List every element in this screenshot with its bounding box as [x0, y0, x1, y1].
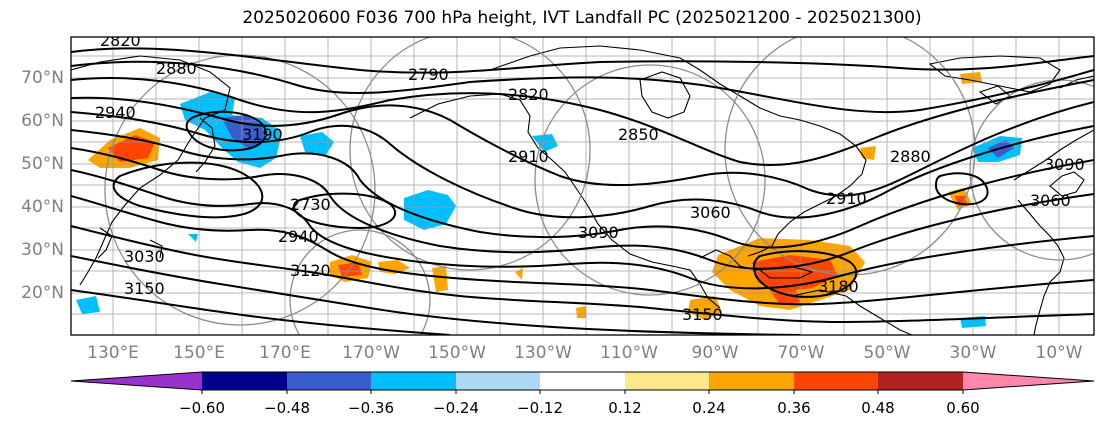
lon-label-70w: 70°W — [777, 343, 825, 363]
lon-label-10w: 10°W — [1035, 343, 1083, 363]
colorbar-tick-label: 0.48 — [861, 399, 895, 417]
contour-label: 2910 — [508, 147, 549, 166]
contour-label: 2730 — [290, 195, 331, 214]
lat-label-30n: 30°N — [21, 240, 64, 260]
lon-label-130w: 130°W — [514, 343, 572, 363]
colorbar — [70, 371, 1095, 394]
colorbar-swatch — [540, 372, 625, 390]
lon-label-30w: 30°W — [949, 343, 997, 363]
colorbar-tick-label: 0.12 — [608, 399, 642, 417]
lat-label-60n: 60°N — [21, 111, 64, 131]
lon-label-170w: 170°W — [342, 343, 400, 363]
lon-label-110w: 110°W — [600, 343, 658, 363]
colorbar-swatch — [71, 372, 202, 390]
contour-label: 3120 — [290, 261, 331, 280]
lon-label-50w: 50°W — [863, 343, 911, 363]
contour-label: 2880 — [890, 147, 931, 166]
colorbar-tick-label: 0.24 — [692, 399, 726, 417]
colorbar-swatch — [371, 372, 456, 390]
colorbar-tick-label: −0.12 — [517, 399, 563, 417]
contour-label: 2940 — [278, 227, 319, 246]
negative-anomaly-shading — [76, 92, 1022, 328]
colorbar-tick-label: 0.60 — [946, 399, 980, 417]
lat-label-40n: 40°N — [21, 197, 64, 217]
map-title: 2025020600 F036 700 hPa height, IVT Land… — [242, 8, 922, 28]
lat-label-70n: 70°N — [21, 68, 64, 88]
contour-label: 3150 — [124, 279, 165, 298]
colorbar-swatch — [709, 372, 794, 390]
map-area: 2820 2880 2940 3190 2730 2940 3030 3120 … — [71, 31, 1094, 335]
lon-label-170e: 170°E — [259, 343, 311, 363]
colorbar-tick-label: −0.36 — [348, 399, 394, 417]
contour-label: 3090 — [1044, 155, 1085, 174]
contour-label: 3150 — [682, 305, 723, 324]
lon-label-150e: 150°E — [173, 343, 225, 363]
lat-label-50n: 50°N — [21, 154, 64, 174]
contour-label: 2850 — [618, 125, 659, 144]
contour-label: 3190 — [242, 125, 283, 144]
colorbar-swatch — [202, 372, 287, 390]
lon-label-90w: 90°W — [691, 343, 739, 363]
contour-label: 2880 — [156, 59, 197, 78]
contour-label: 3060 — [690, 203, 731, 222]
contour-label: 3030 — [124, 247, 165, 266]
colorbar-swatch — [456, 372, 540, 390]
colorbar-tick-label: −0.24 — [433, 399, 479, 417]
colorbar-tick-label: 0.36 — [777, 399, 811, 417]
colorbar-swatch — [794, 372, 878, 390]
lat-label-20n: 20°N — [21, 283, 64, 303]
coastlines — [71, 45, 1094, 335]
contour-label: 2910 — [826, 189, 867, 208]
colorbar-swatch — [878, 372, 963, 390]
colorbar-tick-label: −0.48 — [264, 399, 310, 417]
contour-label: 2820 — [100, 31, 141, 50]
lon-label-130e: 130°E — [87, 343, 139, 363]
contour-label: 2940 — [95, 103, 136, 122]
contour-label: 3180 — [818, 277, 859, 296]
contour-label: 3060 — [1030, 191, 1071, 210]
contour-label: 2820 — [508, 85, 549, 104]
colorbar-tick-label: −0.60 — [179, 399, 225, 417]
height-contours — [71, 47, 1094, 335]
lon-label-150w: 150°W — [428, 343, 486, 363]
contour-label-group: 2820 2880 2940 3190 2730 2940 3030 3120 … — [95, 31, 1085, 324]
colorbar-swatch — [625, 372, 709, 390]
contour-label: 2790 — [408, 65, 449, 84]
colorbar-swatch — [287, 372, 371, 390]
contour-label: 3090 — [578, 223, 619, 242]
colorbar-swatch — [963, 372, 1094, 390]
map-frame — [70, 36, 1095, 336]
